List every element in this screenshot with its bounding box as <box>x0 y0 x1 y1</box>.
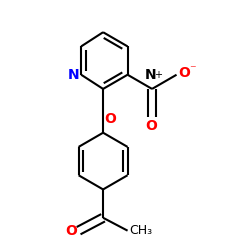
Text: O: O <box>145 118 157 132</box>
Text: CH₃: CH₃ <box>129 224 152 237</box>
Text: O: O <box>104 112 116 126</box>
Text: O: O <box>178 66 190 80</box>
Text: O: O <box>66 224 77 238</box>
Text: N: N <box>145 68 156 82</box>
Text: +: + <box>154 70 162 80</box>
Text: N: N <box>68 68 79 82</box>
Text: ⁻: ⁻ <box>189 64 196 76</box>
